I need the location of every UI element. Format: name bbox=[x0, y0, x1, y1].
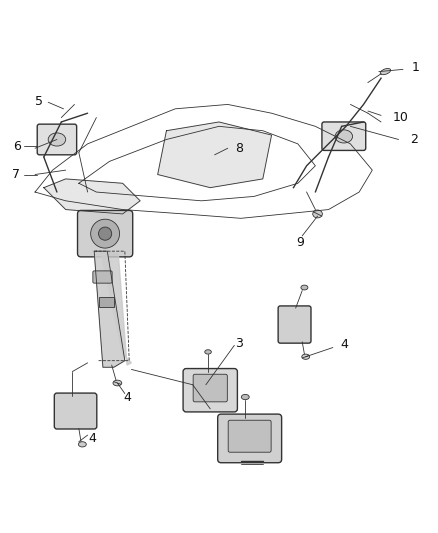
Text: 7: 7 bbox=[12, 168, 20, 181]
FancyBboxPatch shape bbox=[37, 124, 77, 155]
FancyBboxPatch shape bbox=[54, 393, 97, 429]
FancyBboxPatch shape bbox=[99, 297, 114, 307]
Text: 6: 6 bbox=[13, 140, 21, 152]
Ellipse shape bbox=[113, 380, 122, 386]
Text: 8: 8 bbox=[235, 142, 243, 155]
Ellipse shape bbox=[301, 285, 308, 290]
Text: 3: 3 bbox=[235, 337, 243, 350]
Ellipse shape bbox=[78, 442, 86, 447]
Circle shape bbox=[99, 227, 112, 240]
FancyBboxPatch shape bbox=[228, 420, 271, 452]
Ellipse shape bbox=[380, 69, 391, 75]
Ellipse shape bbox=[241, 394, 249, 400]
FancyBboxPatch shape bbox=[78, 211, 133, 257]
Text: 2: 2 bbox=[410, 133, 418, 146]
Ellipse shape bbox=[335, 130, 353, 143]
FancyBboxPatch shape bbox=[183, 368, 237, 412]
FancyBboxPatch shape bbox=[93, 271, 112, 283]
Text: 9: 9 bbox=[296, 236, 304, 249]
Text: 1: 1 bbox=[412, 61, 420, 74]
Polygon shape bbox=[44, 179, 140, 214]
Text: 4: 4 bbox=[88, 432, 96, 445]
Ellipse shape bbox=[313, 210, 322, 218]
Text: 4: 4 bbox=[123, 391, 131, 405]
FancyBboxPatch shape bbox=[218, 414, 282, 463]
Ellipse shape bbox=[48, 133, 66, 146]
Circle shape bbox=[91, 219, 120, 248]
Polygon shape bbox=[92, 251, 131, 365]
FancyBboxPatch shape bbox=[193, 374, 227, 402]
Polygon shape bbox=[158, 122, 272, 188]
Ellipse shape bbox=[302, 354, 310, 359]
Text: 4: 4 bbox=[340, 338, 348, 351]
Polygon shape bbox=[94, 251, 125, 367]
Text: 10: 10 bbox=[393, 111, 409, 124]
FancyBboxPatch shape bbox=[278, 306, 311, 343]
Ellipse shape bbox=[205, 350, 211, 354]
Text: 5: 5 bbox=[35, 95, 43, 108]
FancyBboxPatch shape bbox=[322, 122, 366, 150]
